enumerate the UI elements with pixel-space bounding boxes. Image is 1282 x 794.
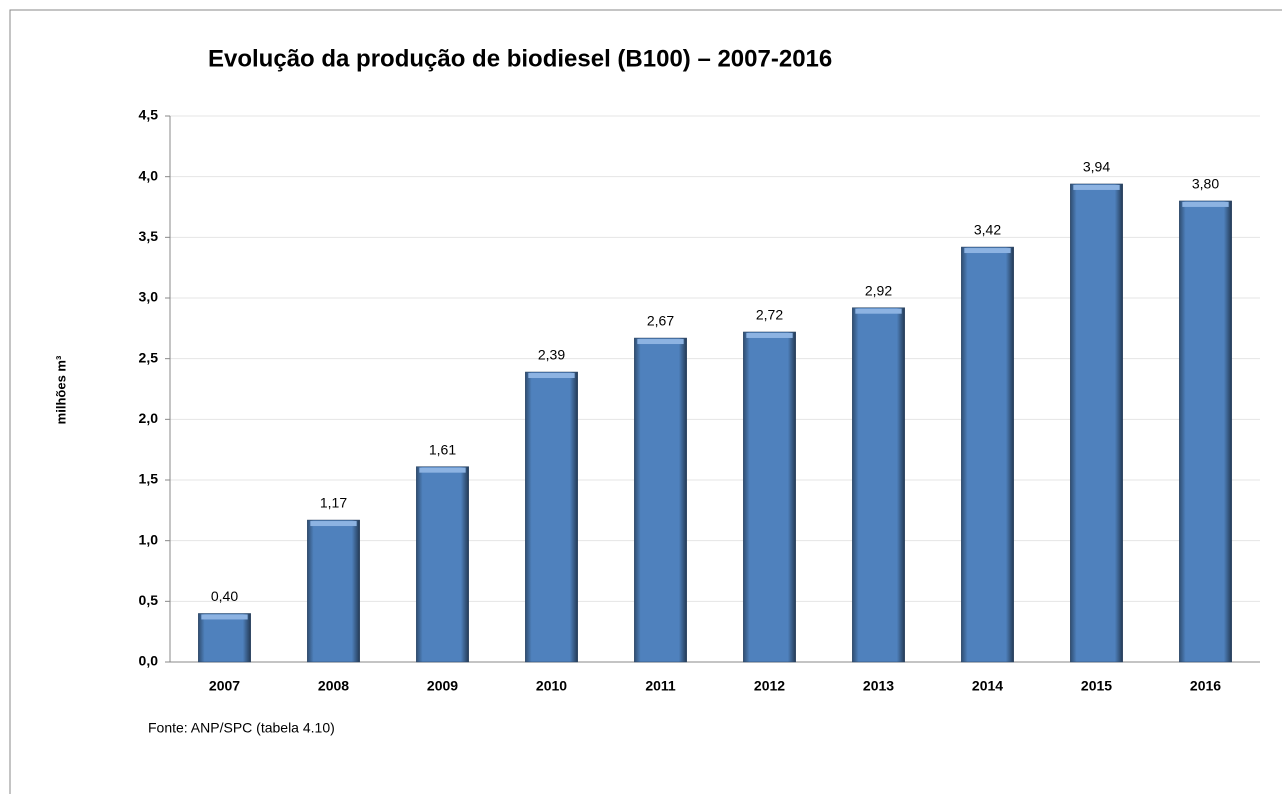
source-note: Fonte: ANP/SPC (tabela 4.10) bbox=[148, 720, 335, 736]
value-label: 3,94 bbox=[1083, 159, 1110, 175]
x-tick-label: 2013 bbox=[863, 678, 894, 694]
y-tick-label: 0,0 bbox=[139, 653, 159, 669]
bar-cap bbox=[964, 248, 1011, 254]
x-tick-label: 2011 bbox=[645, 678, 676, 694]
x-tick-label: 2012 bbox=[754, 678, 785, 694]
y-axis-label: milhões m³ bbox=[53, 355, 68, 424]
frame bbox=[9, 9, 1282, 794]
bar bbox=[198, 613, 251, 663]
bar-cap bbox=[855, 308, 902, 314]
value-label: 2,92 bbox=[865, 282, 892, 298]
bar bbox=[416, 466, 469, 663]
bar bbox=[634, 337, 687, 663]
bar-cap bbox=[1073, 184, 1120, 190]
value-label: 3,42 bbox=[974, 222, 1001, 238]
value-label: 1,61 bbox=[429, 441, 456, 457]
bar-cap bbox=[637, 339, 684, 345]
y-tick-label: 3,0 bbox=[139, 289, 159, 305]
value-label: 2,72 bbox=[756, 307, 783, 323]
chart-title: Evolução da produção de biodiesel (B100)… bbox=[208, 45, 832, 72]
y-tick-label: 3,5 bbox=[139, 228, 159, 244]
bar bbox=[961, 246, 1014, 663]
value-label: 0,40 bbox=[211, 588, 238, 604]
x-tick-label: 2008 bbox=[318, 678, 349, 694]
value-label: 2,67 bbox=[647, 313, 674, 329]
bar-cap bbox=[528, 373, 575, 379]
x-tick-label: 2009 bbox=[427, 678, 458, 694]
x-tick-label: 2016 bbox=[1190, 678, 1221, 694]
x-tick-label: 2015 bbox=[1081, 678, 1112, 694]
bar-cap bbox=[1182, 201, 1229, 207]
x-tick-label: 2014 bbox=[972, 678, 1003, 694]
y-tick-label: 4,5 bbox=[139, 107, 159, 123]
y-tick-label: 4,0 bbox=[139, 167, 159, 183]
value-label: 3,80 bbox=[1192, 176, 1219, 192]
x-tick-label: 2007 bbox=[209, 678, 240, 694]
bar bbox=[852, 307, 905, 663]
bar bbox=[1070, 183, 1123, 663]
bar-cap bbox=[310, 521, 357, 527]
y-tick-label: 0,5 bbox=[139, 592, 159, 608]
value-label: 2,39 bbox=[538, 347, 565, 363]
bar bbox=[1179, 200, 1232, 663]
y-tick-label: 1,0 bbox=[139, 531, 159, 547]
bar bbox=[743, 331, 796, 663]
x-tick-label: 2010 bbox=[536, 678, 567, 694]
value-label: 1,17 bbox=[320, 495, 347, 511]
y-tick-label: 2,5 bbox=[139, 349, 159, 365]
bar-cap bbox=[201, 614, 248, 620]
bar-cap bbox=[746, 332, 793, 338]
bar bbox=[525, 371, 578, 663]
bar bbox=[307, 519, 360, 663]
y-tick-label: 2,0 bbox=[139, 410, 159, 426]
bar-cap bbox=[419, 467, 466, 473]
y-tick-label: 1,5 bbox=[139, 471, 159, 487]
